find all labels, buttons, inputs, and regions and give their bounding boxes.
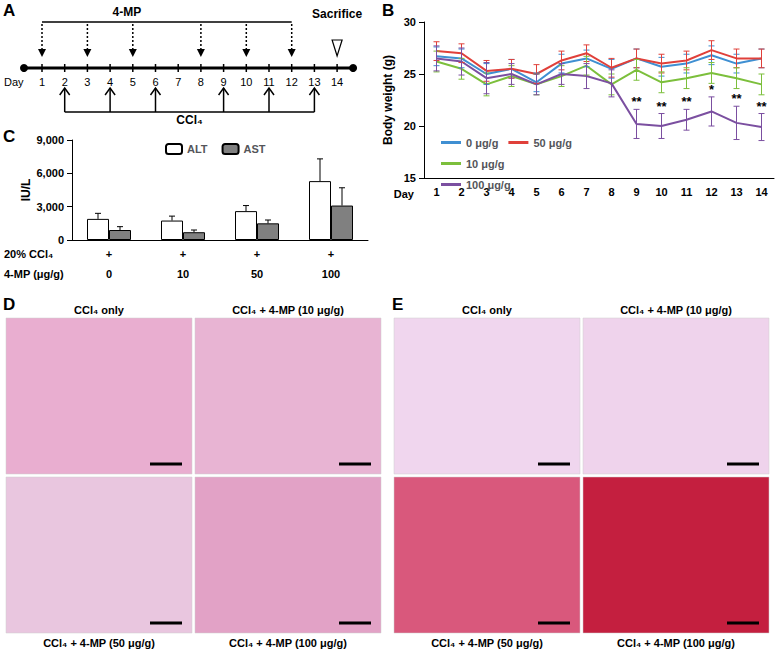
svg-text:30: 30 [404, 16, 416, 28]
svg-text:9: 9 [633, 186, 639, 198]
svg-text:6: 6 [152, 76, 158, 88]
svg-text:10: 10 [240, 76, 252, 88]
svg-text:CCl₄ only: CCl₄ only [462, 304, 513, 316]
svg-text:CCl₄ only: CCl₄ only [74, 304, 125, 316]
svg-text:E: E [392, 295, 403, 314]
svg-text:1: 1 [39, 76, 45, 88]
svg-text:12: 12 [286, 76, 298, 88]
svg-text:+: + [106, 248, 112, 260]
svg-text:8: 8 [198, 76, 204, 88]
svg-text:11: 11 [681, 186, 693, 198]
svg-text:CCl₄: CCl₄ [176, 113, 203, 127]
svg-text:5: 5 [533, 186, 539, 198]
svg-text:11: 11 [263, 76, 274, 88]
svg-text:2: 2 [458, 186, 464, 198]
svg-text:8: 8 [608, 186, 614, 198]
svg-text:AST: AST [244, 143, 266, 155]
svg-text:12: 12 [705, 186, 717, 198]
svg-text:14: 14 [755, 186, 768, 198]
svg-text:CCl₄ + 4-MP (100 μg/g): CCl₄ + 4-MP (100 μg/g) [229, 637, 347, 649]
svg-text:1: 1 [433, 186, 439, 198]
svg-text:B: B [382, 1, 394, 20]
svg-text:14: 14 [331, 76, 343, 88]
svg-text:Body weight (g): Body weight (g) [381, 55, 395, 145]
svg-text:**: ** [631, 94, 642, 109]
svg-text:50 μg/g: 50 μg/g [533, 137, 572, 149]
svg-text:IU/L: IU/L [19, 179, 33, 202]
svg-text:20: 20 [404, 120, 416, 132]
svg-text:ALT: ALT [187, 143, 208, 155]
svg-text:+: + [328, 248, 334, 260]
svg-text:3: 3 [84, 76, 90, 88]
svg-text:9,000: 9,000 [36, 134, 64, 146]
svg-text:50: 50 [251, 268, 263, 280]
svg-text:6: 6 [558, 186, 564, 198]
svg-text:CCl₄ + 4-MP (50 μg/g): CCl₄ + 4-MP (50 μg/g) [431, 637, 543, 649]
svg-text:C: C [3, 127, 15, 146]
svg-text:A: A [3, 1, 15, 20]
svg-text:0 μg/g: 0 μg/g [466, 137, 498, 149]
svg-text:13: 13 [730, 186, 742, 198]
svg-text:15: 15 [404, 172, 416, 184]
svg-text:100: 100 [322, 268, 340, 280]
svg-text:**: ** [656, 99, 667, 114]
svg-text:Sacrifice: Sacrifice [312, 7, 362, 21]
svg-text:5: 5 [130, 76, 136, 88]
svg-text:0: 0 [58, 234, 64, 246]
svg-text:4-MP (μg/g): 4-MP (μg/g) [4, 268, 64, 280]
svg-text:CCl₄ + 4-MP (50 μg/g): CCl₄ + 4-MP (50 μg/g) [43, 637, 155, 649]
svg-text:CCl₄ + 4-MP (100 μg/g): CCl₄ + 4-MP (100 μg/g) [617, 637, 735, 649]
svg-text:**: ** [681, 94, 692, 109]
svg-text:25: 25 [404, 68, 416, 80]
svg-text:7: 7 [175, 76, 181, 88]
svg-text:100 μg/g: 100 μg/g [466, 179, 511, 191]
svg-text:**: ** [731, 91, 742, 106]
svg-text:7: 7 [583, 186, 589, 198]
svg-text:2: 2 [62, 76, 68, 88]
svg-text:4-MP: 4-MP [113, 5, 142, 19]
svg-text:4: 4 [107, 76, 113, 88]
svg-text:10: 10 [177, 268, 189, 280]
svg-text:*: * [709, 82, 715, 97]
svg-text:4: 4 [508, 185, 515, 198]
svg-text:**: ** [756, 99, 767, 114]
svg-text:+: + [180, 248, 186, 260]
svg-text:10 μg/g: 10 μg/g [466, 158, 505, 170]
svg-text:6,000: 6,000 [36, 167, 64, 179]
svg-text:CCl₄ + 4-MP (10 μg/g): CCl₄ + 4-MP (10 μg/g) [620, 304, 732, 316]
svg-text:20% CCl₄: 20% CCl₄ [4, 248, 53, 260]
svg-text:+: + [254, 248, 260, 260]
svg-text:9: 9 [221, 76, 227, 88]
svg-text:10: 10 [655, 186, 667, 198]
svg-text:D: D [3, 295, 15, 314]
svg-text:0: 0 [106, 268, 112, 280]
svg-text:Day: Day [4, 76, 24, 88]
svg-text:13: 13 [308, 76, 320, 88]
svg-text:CCl₄ + 4-MP (10 μg/g): CCl₄ + 4-MP (10 μg/g) [232, 304, 344, 316]
svg-text:Day: Day [394, 188, 415, 200]
svg-text:3,000: 3,000 [36, 201, 64, 213]
svg-text:3: 3 [483, 185, 490, 198]
